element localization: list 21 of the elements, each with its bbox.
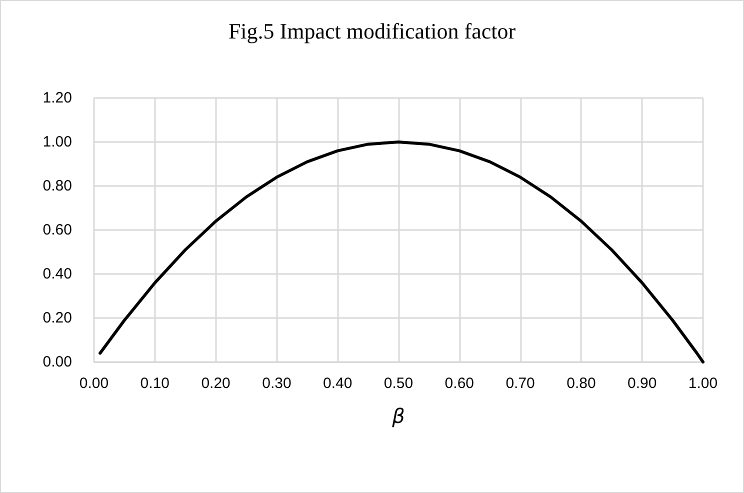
y-tick-label: 0.80: [42, 178, 72, 194]
y-tick-label: 0.40: [42, 266, 72, 282]
y-tick-label: 0.20: [42, 310, 72, 326]
x-tick-label: 0.30: [262, 375, 292, 392]
x-tick-label: 0.70: [506, 375, 535, 392]
line-series: [98, 140, 704, 364]
x-tick-label: 0.20: [201, 375, 230, 392]
x-tick-label: 0.60: [444, 375, 474, 392]
x-tick-label: 0.40: [323, 375, 352, 392]
chart-title: Fig.5 Impact modification factor: [228, 18, 516, 44]
x-tick-label: 0.10: [140, 375, 170, 392]
y-tick-label: 0.60: [42, 222, 72, 238]
x-tick-label: 0.90: [628, 375, 657, 392]
y-tick-label: 1.20: [42, 90, 72, 106]
x-tick-label: 0.50: [384, 375, 414, 392]
x-tick-label: 0.80: [566, 375, 596, 392]
y-tick-label: 1.00: [42, 134, 72, 150]
y-tick-label: 0.00: [42, 354, 72, 370]
x-axis-title: β: [391, 404, 406, 428]
x-tick-label: 0.00: [79, 375, 109, 392]
x-tick-label: 1.00: [688, 375, 718, 392]
